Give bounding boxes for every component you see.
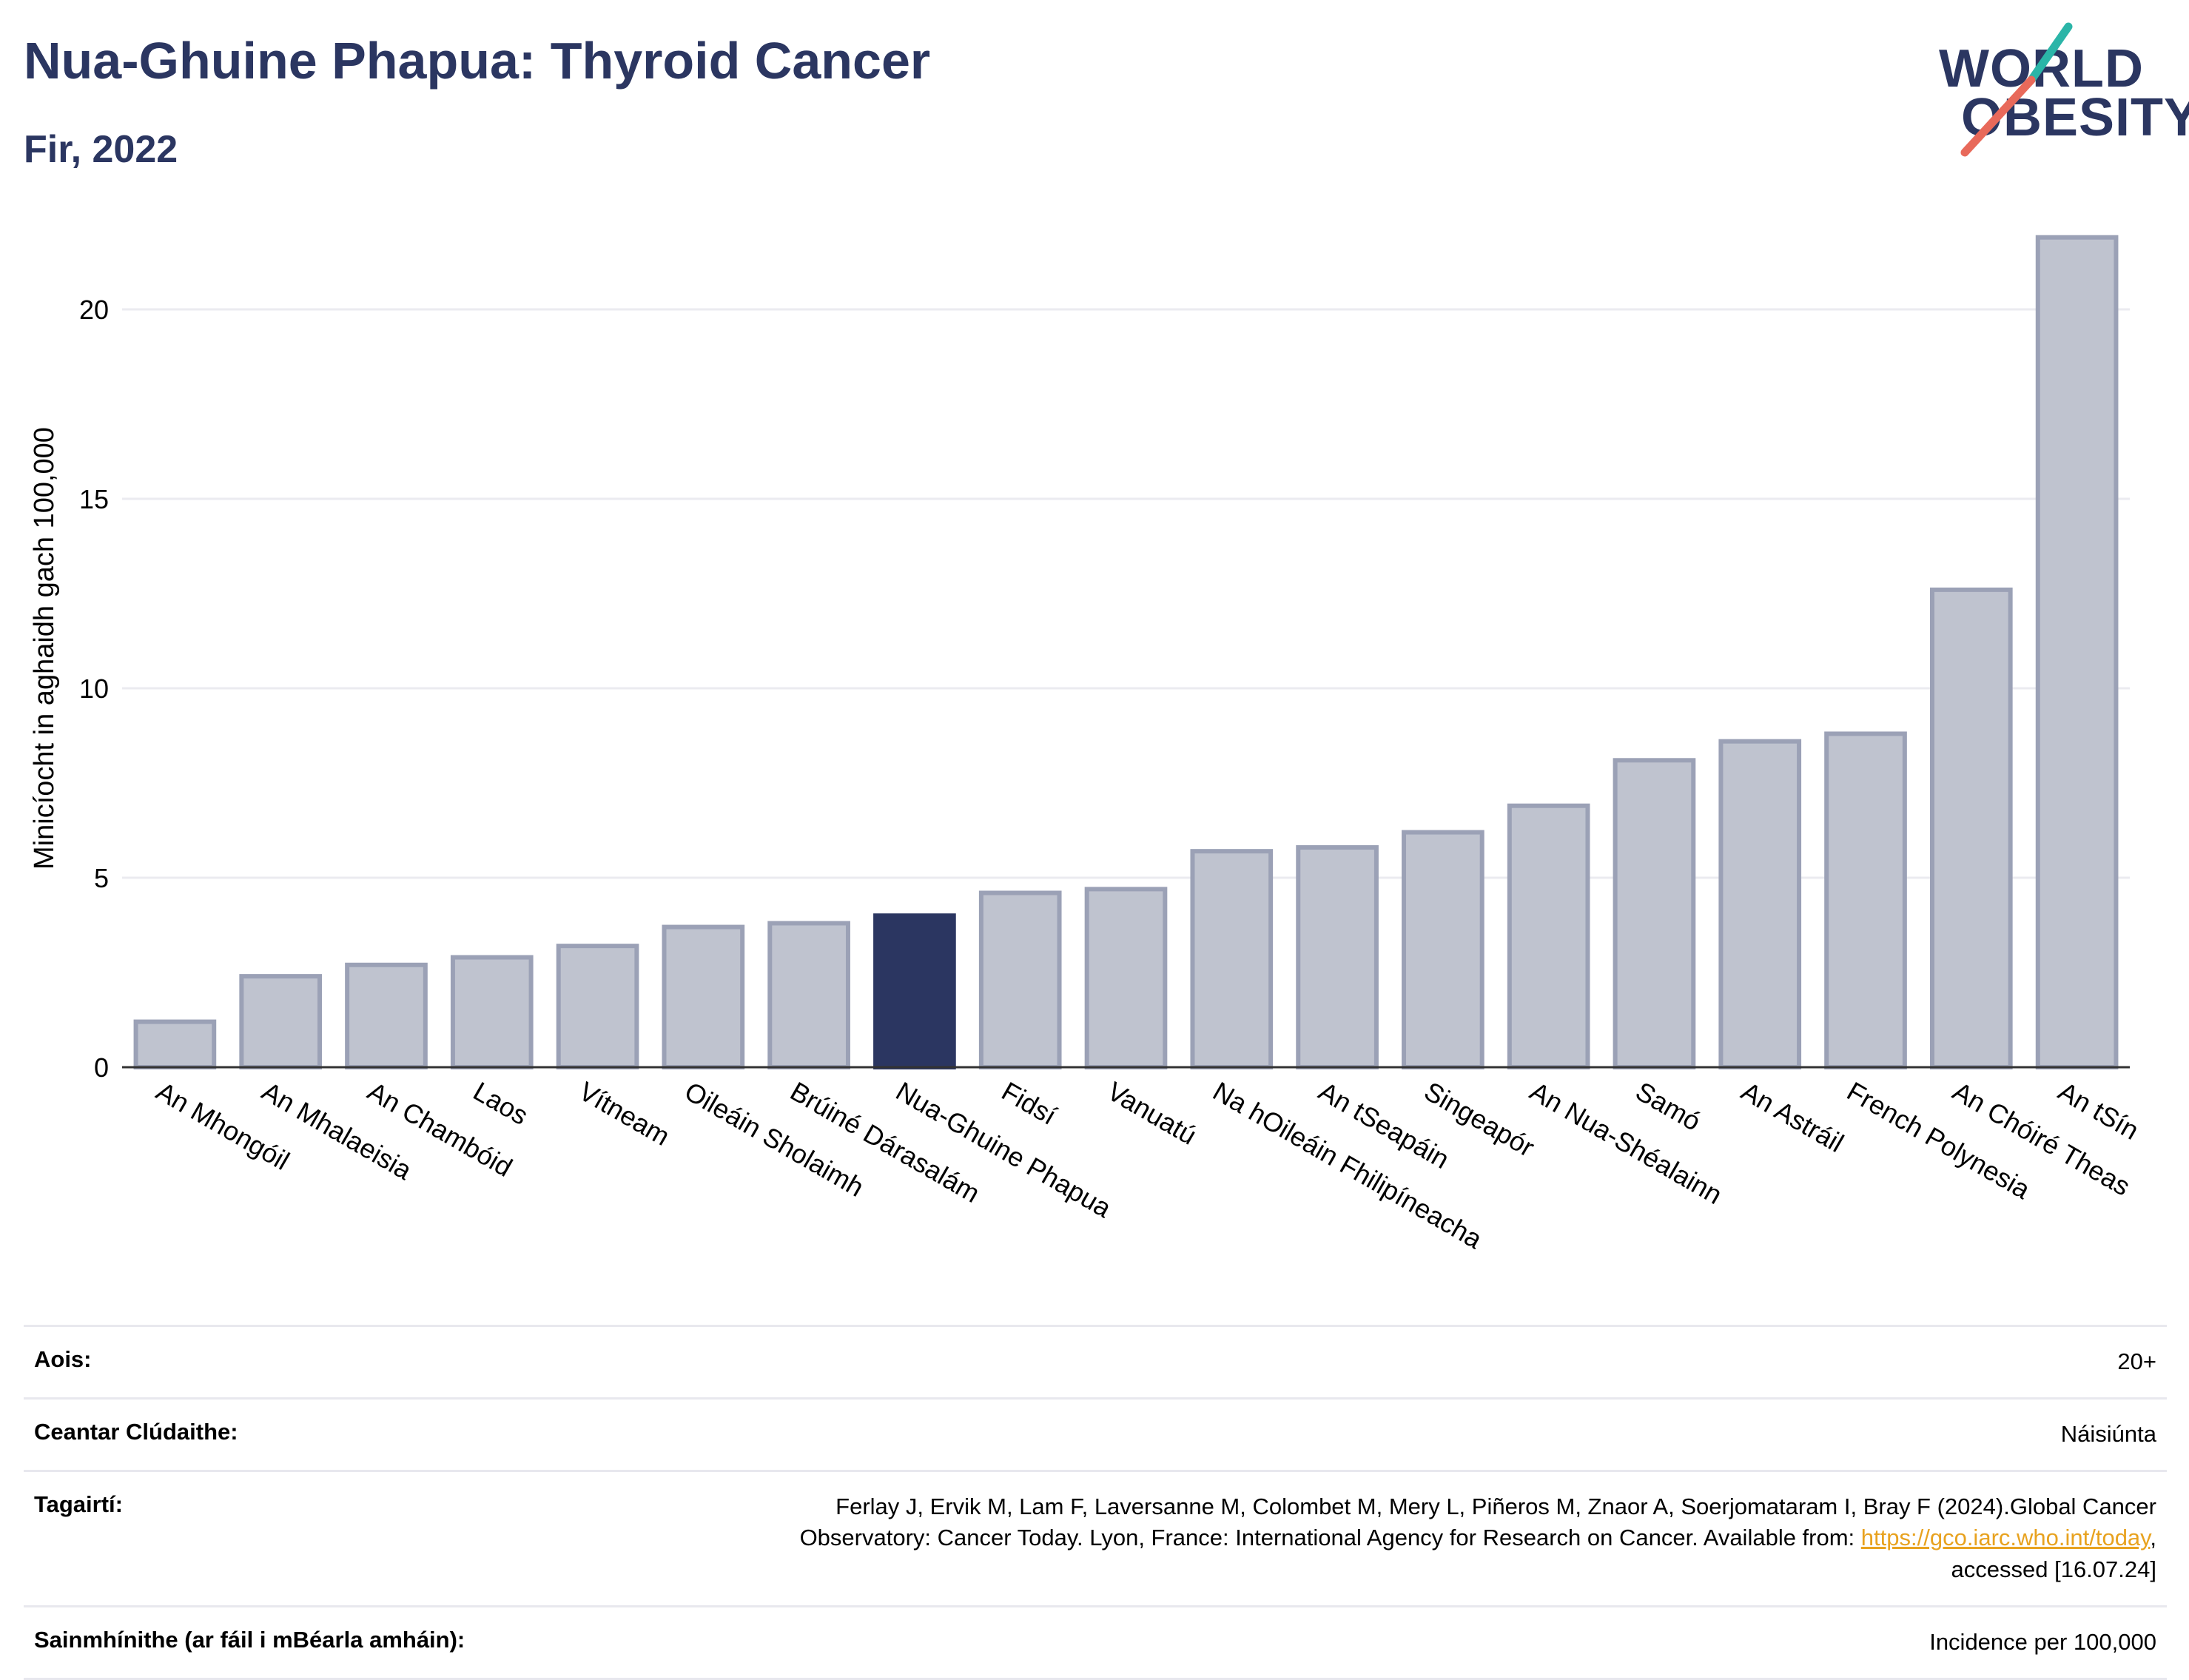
reference-line-3: accessed [16.07.24] [1951,1556,2156,1583]
x-tick-label: Fidsí [997,1075,1062,1131]
definitions-label: Sainmhínithe (ar fáil i mBéarla amháin): [34,1626,465,1653]
x-tick-label: Vítneam [574,1075,676,1152]
y-axis-label: Minicíocht in aghaidh gach 100,000 [29,427,60,870]
bar[interactable] [450,955,534,1070]
reference-link[interactable]: https://gco.iarc.who.int/today [1860,1525,2151,1551]
footer-row-coverage: Ceantar Clúdaithe: Náisiúnta [24,1397,2167,1470]
bar[interactable] [1613,758,1696,1070]
x-tick-label: Laos [468,1075,534,1131]
info-table: Aois: 20+ Ceantar Clúdaithe: Náisiúnta T… [24,1325,2167,1680]
bars [133,235,2119,1070]
page-subtitle: Fir, 2022 [24,128,178,171]
x-tick-label: Oileáin Sholaimh [679,1075,869,1203]
y-tick-label: 20 [79,295,109,325]
x-tick-label: Samó [1630,1075,1706,1137]
x-tick-label: Brúiné Dárasalám [785,1075,985,1209]
bar[interactable] [239,974,323,1069]
bar[interactable] [133,1019,217,1070]
y-tick-label: 0 [94,1052,109,1083]
reference-line-1: Ferlay J, Ervik M, Lam F, Laversanne M, … [835,1493,2156,1519]
bar[interactable] [1824,731,1907,1069]
x-tick-label: Vanuatú [1103,1075,1202,1150]
logo-slash-icon [1960,22,2073,157]
bar[interactable] [1296,845,1379,1070]
references-label: Tagairtí: [34,1491,123,1517]
age-value: 20+ [2117,1348,2156,1374]
bar[interactable] [1929,587,2013,1069]
world-obesity-logo: WORLD OBESITY [1939,21,2189,161]
bar[interactable] [662,924,745,1070]
y-tick-label: 10 [79,673,109,704]
references-value: Ferlay J, Ervik M, Lam F, Laversanne M, … [800,1491,2156,1586]
page-title: Nua-Ghuine Phapua: Thyroid Cancer [24,32,931,90]
footer-row-definitions: Sainmhínithe (ar fáil i mBéarla amháin):… [24,1605,2167,1680]
bar[interactable] [1718,739,1802,1069]
bar[interactable] [556,944,639,1070]
x-tick-label: An Astráil [1736,1075,1849,1158]
bar[interactable] [767,921,850,1069]
y-tick-label: 5 [94,863,109,893]
x-tick-label: French Polynesia [1842,1075,2036,1205]
y-tick-label: 15 [79,484,109,514]
bar[interactable] [873,913,956,1069]
bar[interactable] [1190,849,1274,1070]
definitions-value: Incidence per 100,000 [1929,1628,2156,1655]
footer-row-references: Tagairtí: Ferlay J, Ervik M, Lam F, Lave… [24,1469,2167,1605]
bar[interactable] [1402,830,1484,1070]
bar[interactable] [2035,235,2119,1070]
reference-line-2: Observatory: Cancer Today. Lyon, France:… [799,1525,1861,1551]
bar[interactable] [978,890,1062,1069]
x-tick-label: An Chóiré Theas [1948,1075,2136,1201]
coverage-value: Náisiúnta [2060,1420,2156,1447]
reference-line-2-end: , [2150,1525,2156,1551]
coverage-label: Ceantar Clúdaithe: [34,1418,238,1445]
bar[interactable] [345,962,428,1070]
y-tick-labels: 0 5 10 15 20 [79,295,109,1083]
age-label: Aois: [34,1346,92,1372]
footer-row-age: Aois: 20+ [24,1325,2167,1397]
bar[interactable] [1084,887,1168,1069]
x-tick-label: An Nua-Shéalainn [1525,1075,1728,1210]
bar[interactable] [1507,803,1590,1069]
